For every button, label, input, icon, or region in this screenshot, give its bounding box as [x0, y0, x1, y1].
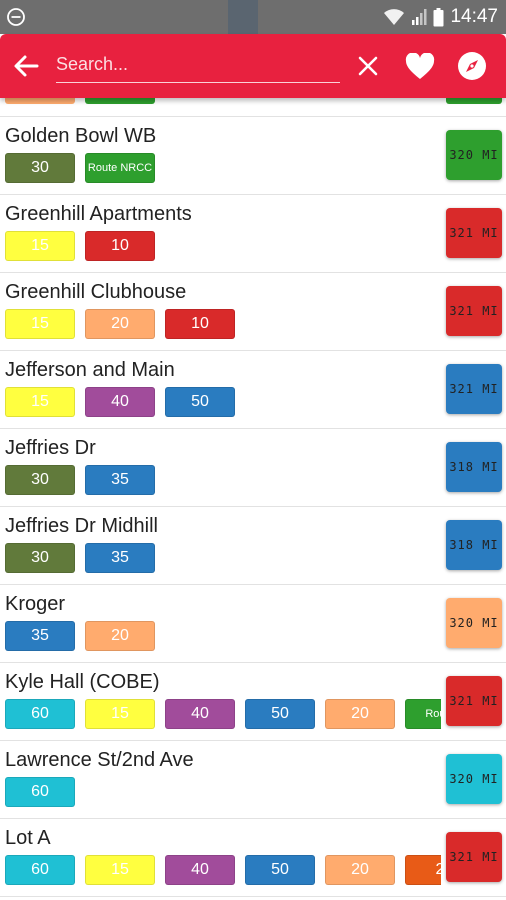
- route-chip[interactable]: 15: [85, 855, 155, 885]
- clear-search-button[interactable]: [350, 34, 386, 98]
- stop-name: Kroger: [5, 593, 66, 615]
- route-chip[interactable]: 35: [85, 543, 155, 573]
- arrow-left-icon: [14, 55, 39, 77]
- battery-icon: [433, 7, 444, 26]
- stop-name: Greenhill Clubhouse: [5, 281, 187, 303]
- route-chips: 30 35: [5, 543, 441, 575]
- route-chip[interactable]: 20: [325, 699, 395, 729]
- distance-badge: 320 MI: [446, 130, 502, 180]
- stop-name: Lot A: [5, 827, 51, 849]
- route-chips: 15 10: [5, 231, 441, 263]
- route-chips: 35 20: [5, 621, 441, 653]
- distance-badge: 318 MI: [446, 442, 502, 492]
- route-chip[interactable]: 30: [5, 153, 75, 183]
- stop-name: Jeffries Dr: [5, 437, 96, 459]
- distance-badge: 321 MI: [446, 832, 502, 882]
- route-chip[interactable]: 15: [5, 309, 75, 339]
- route-chip[interactable]: 60: [5, 855, 75, 885]
- route-chips: 30 35: [5, 465, 441, 497]
- route-chip[interactable]: 60: [5, 699, 75, 729]
- route-chip[interactable]: 60: [5, 777, 75, 807]
- route-chip[interactable]: 30: [5, 543, 75, 573]
- stop-list-item[interactable]: Greenhill Clubhouse 15 20 10 321 MI: [0, 273, 506, 351]
- distance-badge: 321 MI: [446, 364, 502, 414]
- route-chips: 30 Route NRCC: [5, 153, 441, 185]
- stop-name: Jefferson and Main: [5, 359, 175, 381]
- back-button[interactable]: [6, 34, 46, 98]
- close-icon: [358, 56, 378, 76]
- distance-badge: 320 MI: [446, 598, 502, 648]
- heart-icon: [405, 52, 435, 79]
- distance-badge: 321 MI: [446, 286, 502, 336]
- route-chips: 60 15 40 50 20 Route: [5, 699, 441, 731]
- distance-badge: 321 MI: [446, 676, 502, 726]
- route-chips: 60 15 40 50 20 2: [5, 855, 441, 887]
- route-chip-partial: [5, 94, 75, 104]
- route-chip[interactable]: 20: [325, 855, 395, 885]
- stop-list-item[interactable]: Kyle Hall (COBE) 60 15 40 50 20 Route321 MI: [0, 663, 506, 741]
- wifi-icon: [384, 9, 405, 25]
- stop-list-item[interactable]: Greenhill Apartments 15 10 321 MI: [0, 195, 506, 273]
- search-input[interactable]: [56, 48, 340, 80]
- route-chip[interactable]: 15: [85, 699, 155, 729]
- distance-badge: 318 MI: [446, 520, 502, 570]
- stop-list-item[interactable]: Lawrence St/2nd Ave 60 320 MI: [0, 741, 506, 819]
- route-chip[interactable]: 40: [85, 387, 155, 417]
- route-chip[interactable]: 50: [165, 387, 235, 417]
- stop-list[interactable]: Golden Bowl WB 30 Route NRCC 320 MI Greenhil…: [0, 38, 506, 897]
- route-chip[interactable]: 50: [245, 855, 315, 885]
- stop-list-item[interactable]: Kroger 35 20 320 MI: [0, 585, 506, 663]
- route-chip[interactable]: 35: [85, 465, 155, 495]
- route-chip[interactable]: 30: [5, 465, 75, 495]
- signal-icon: [412, 9, 427, 25]
- minus-circle-icon: [7, 8, 25, 26]
- stop-name: Golden Bowl WB: [5, 125, 157, 147]
- route-chip[interactable]: Route NRCC: [85, 153, 155, 183]
- list-item-partial[interactable]: [0, 38, 506, 117]
- status-bar: 14:47: [0, 0, 506, 34]
- route-chip[interactable]: 2: [405, 855, 441, 885]
- route-chip[interactable]: 20: [85, 309, 155, 339]
- nearby-button[interactable]: [452, 34, 492, 98]
- stop-list-item[interactable]: Lot A 60 15 40 50 20 2 321 MI: [0, 819, 506, 897]
- stop-list-item[interactable]: Golden Bowl WB 30 Route NRCC 320 MI: [0, 117, 506, 195]
- route-chip[interactable]: 15: [5, 231, 75, 261]
- compass-icon: [458, 52, 486, 80]
- route-chip[interactable]: 40: [165, 855, 235, 885]
- distance-badge: 320 MI: [446, 754, 502, 804]
- route-chip[interactable]: 15: [5, 387, 75, 417]
- search-box: [56, 48, 340, 83]
- distance-badge-partial: [446, 94, 502, 104]
- clock-time: 14:47: [450, 6, 498, 27]
- route-chip[interactable]: 50: [245, 699, 315, 729]
- stop-list-item[interactable]: Jeffries Dr Midhill 30 35 318 MI: [0, 507, 506, 585]
- stop-list-item[interactable]: Jeffries Dr 30 35 318 MI: [0, 429, 506, 507]
- search-toolbar: [0, 34, 506, 98]
- route-chips: 15 20 10: [5, 309, 441, 341]
- route-chip[interactable]: 10: [165, 309, 235, 339]
- stop-list-item[interactable]: Jefferson and Main 15 40 50 321 MI: [0, 351, 506, 429]
- route-chips: 15 40 50: [5, 387, 441, 419]
- route-chip[interactable]: 40: [165, 699, 235, 729]
- map-background: [228, 0, 258, 34]
- route-chip[interactable]: 10: [85, 231, 155, 261]
- route-chip[interactable]: Route: [405, 699, 441, 729]
- stop-name: Kyle Hall (COBE): [5, 671, 160, 693]
- route-chip[interactable]: 35: [5, 621, 75, 651]
- favorites-button[interactable]: [400, 34, 440, 98]
- stop-name: Jeffries Dr Midhill: [5, 515, 158, 537]
- route-chips: 60: [5, 777, 441, 809]
- stop-name: Lawrence St/2nd Ave: [5, 749, 194, 771]
- route-chip-partial: [85, 94, 155, 104]
- stop-name: Greenhill Apartments: [5, 203, 192, 225]
- distance-badge: 321 MI: [446, 208, 502, 258]
- route-chip[interactable]: 20: [85, 621, 155, 651]
